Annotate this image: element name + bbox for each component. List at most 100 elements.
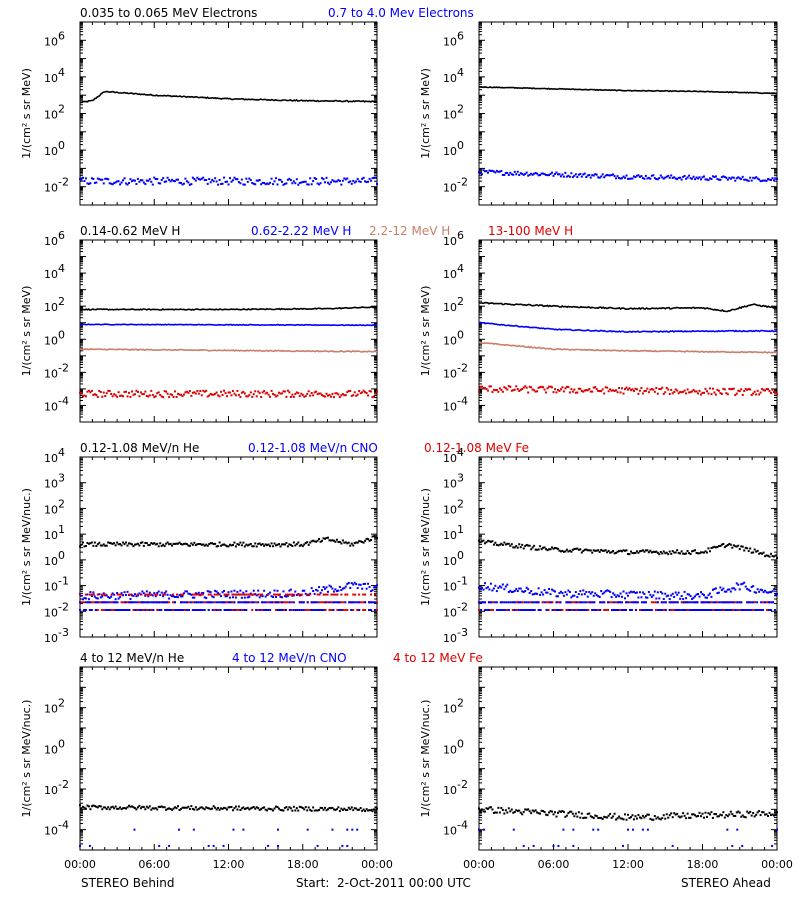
data-point	[506, 583, 509, 586]
data-point	[374, 806, 377, 809]
data-point	[513, 810, 516, 813]
data-point	[585, 590, 588, 593]
data-point	[122, 594, 125, 597]
data-point	[638, 389, 641, 392]
data-point	[81, 598, 84, 601]
data-point	[759, 814, 762, 817]
data-point	[588, 388, 591, 391]
data-point	[233, 589, 236, 592]
data-point	[704, 387, 707, 390]
data-point	[646, 549, 649, 552]
data-point	[273, 601, 276, 604]
data-point	[591, 601, 594, 604]
data-point	[365, 392, 368, 395]
footer-right-label: STEREO Ahead	[681, 876, 771, 890]
data-point	[158, 601, 161, 604]
data-point	[531, 593, 534, 596]
data-point	[495, 609, 498, 611]
data-point	[288, 589, 291, 592]
y-tick-label-base: 10	[443, 784, 457, 797]
data-point	[99, 544, 102, 547]
data-point	[738, 588, 741, 591]
data-point	[215, 545, 218, 548]
data-point	[220, 182, 223, 185]
data-point	[309, 541, 312, 544]
data-point	[135, 183, 138, 186]
data-point	[588, 812, 591, 815]
data-point	[295, 178, 298, 181]
data-point	[175, 542, 178, 545]
data-point	[722, 175, 725, 178]
data-point	[485, 169, 488, 172]
data-point	[249, 593, 252, 596]
data-point	[108, 182, 111, 185]
data-point	[677, 815, 680, 818]
data-point	[555, 171, 558, 174]
data-point	[341, 393, 344, 396]
data-point	[670, 601, 673, 604]
data-point	[702, 609, 705, 611]
data-point	[749, 547, 752, 550]
data-point	[312, 180, 315, 183]
data-point	[338, 396, 341, 399]
y-tick-label: 10	[443, 145, 457, 158]
data-point	[674, 388, 677, 391]
data-point	[202, 543, 205, 546]
data-point	[156, 808, 159, 811]
data-point	[744, 178, 747, 181]
data-point	[511, 609, 514, 611]
data-point	[579, 548, 582, 551]
y-tick-label: 10	[443, 825, 457, 838]
y-tick-label: 10	[44, 301, 58, 314]
data-point	[612, 815, 615, 818]
data-point	[604, 549, 607, 552]
data-point	[776, 557, 778, 560]
data-point	[324, 395, 327, 398]
x-tick-label: 18:00	[687, 858, 719, 871]
data-point	[762, 601, 765, 604]
data-point	[313, 391, 316, 394]
data-point	[536, 592, 539, 595]
row-header-label: 13-100 MeV H	[488, 224, 573, 238]
data-point	[487, 601, 490, 604]
data-point	[371, 535, 374, 538]
data-point	[726, 828, 729, 831]
data-point	[719, 544, 722, 547]
data-point	[236, 543, 239, 546]
data-point	[273, 393, 276, 396]
data-point	[190, 593, 193, 596]
data-point	[175, 595, 178, 598]
data-point	[537, 609, 540, 611]
data-point	[492, 170, 495, 173]
data-point	[540, 591, 543, 594]
data-point	[483, 609, 486, 611]
data-point	[677, 591, 680, 594]
data-point	[191, 596, 194, 599]
data-point	[257, 179, 260, 182]
data-point	[537, 601, 540, 604]
data-point	[665, 386, 668, 389]
data-point	[102, 391, 105, 394]
data-point	[341, 844, 344, 847]
data-point	[310, 609, 313, 611]
data-point	[229, 609, 232, 611]
data-point	[632, 175, 635, 178]
data-point	[489, 540, 492, 543]
data-point	[105, 392, 108, 395]
data-point	[549, 601, 552, 604]
data-point	[702, 175, 705, 178]
data-point	[306, 183, 309, 186]
data-point	[260, 543, 263, 546]
data-point	[150, 180, 153, 183]
data-point	[530, 172, 533, 175]
data-point	[223, 806, 226, 809]
data-point	[716, 178, 719, 181]
data-point	[359, 180, 362, 183]
data-point	[237, 601, 240, 604]
data-point	[691, 597, 694, 600]
data-point	[513, 601, 516, 604]
data-point	[153, 396, 156, 399]
data-point	[328, 806, 331, 809]
data-point	[102, 592, 105, 595]
data-point	[226, 595, 229, 598]
